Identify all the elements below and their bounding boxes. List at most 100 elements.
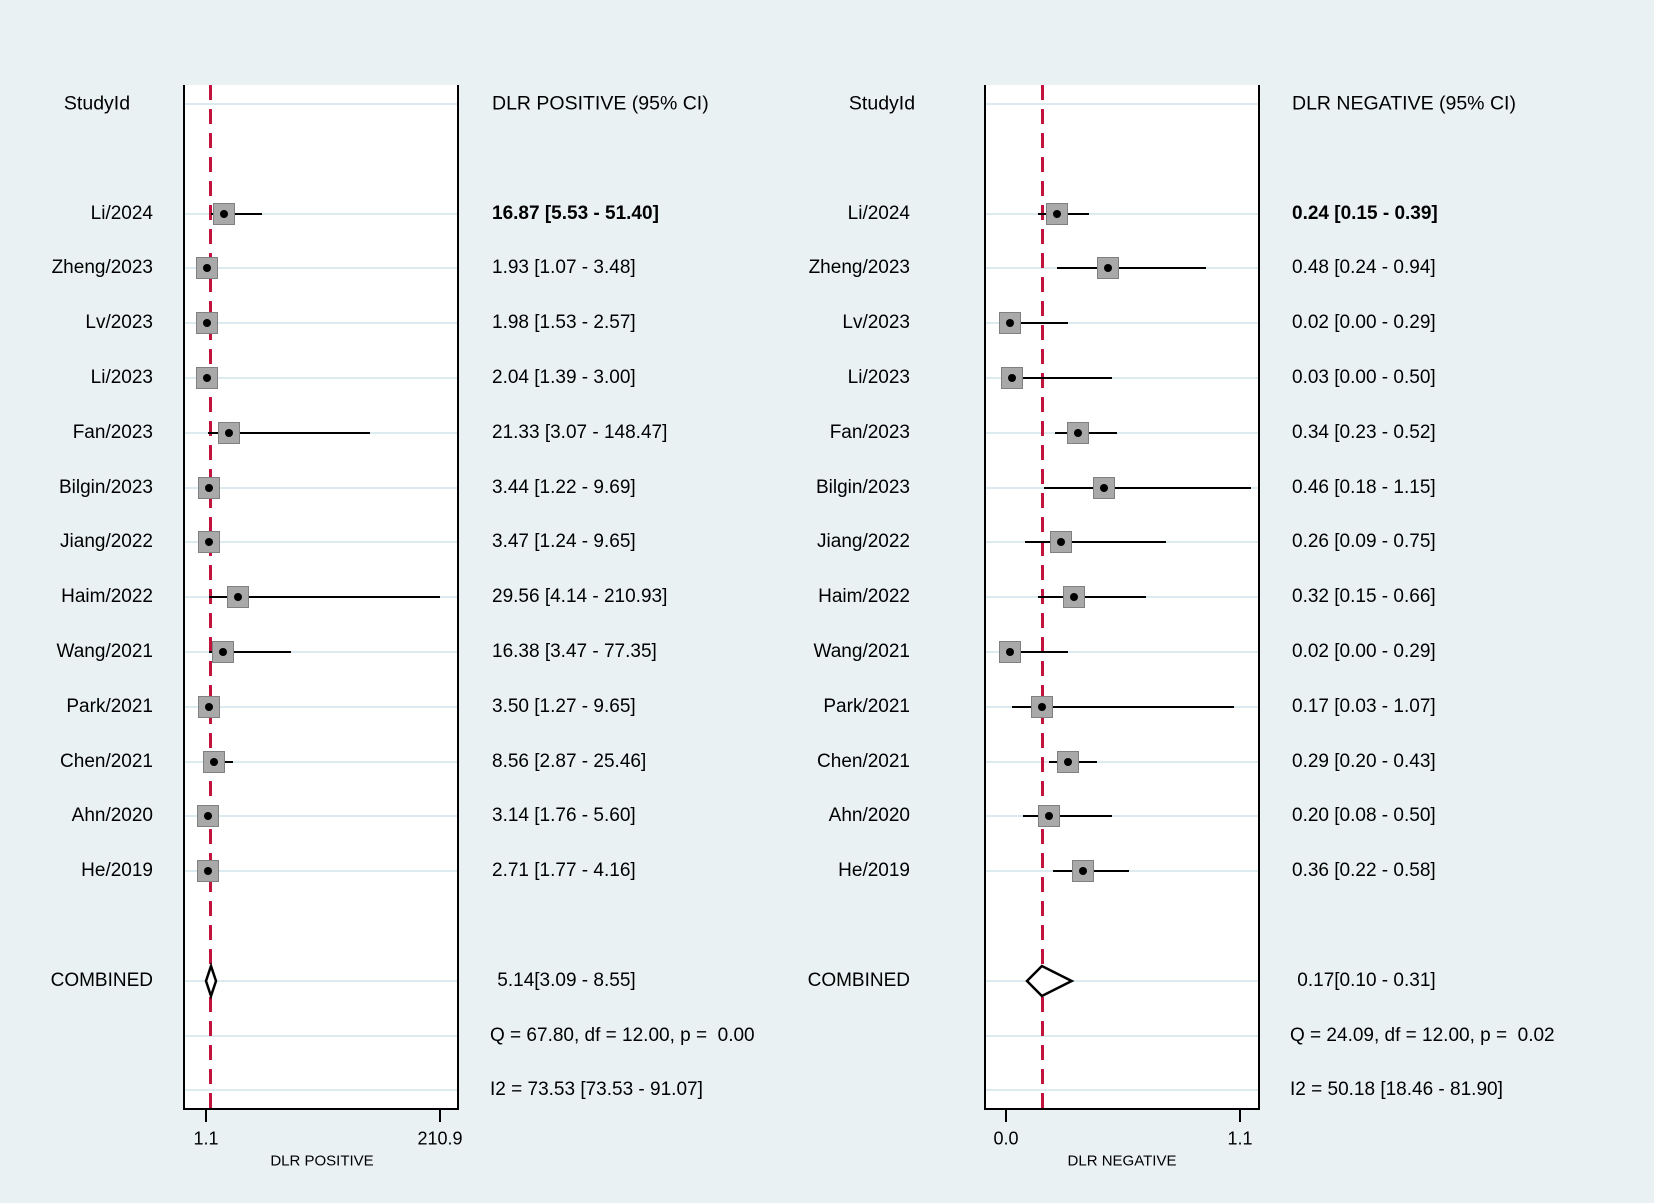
point-estimate-dot — [203, 867, 212, 876]
point-estimate-dot — [1063, 757, 1072, 766]
point-estimate-dot — [1074, 428, 1083, 437]
heterogeneity-stat: Q = 67.80, df = 12.00, p = 0.00 — [490, 1025, 755, 1046]
point-estimate-dot — [204, 483, 213, 492]
effect-value-label: 1.93 [1.07 - 3.48] — [492, 257, 636, 279]
point-estimate-dot — [204, 538, 213, 547]
combined-label: COMBINED — [50, 970, 153, 991]
row-gridline — [986, 431, 1258, 434]
plot-border-bottom — [984, 1108, 1260, 1110]
plot-area-negative — [984, 85, 1260, 1110]
effect-value-label: 3.44 [1.22 - 9.69] — [492, 476, 636, 498]
axis-title: DLR POSITIVE — [270, 1152, 374, 1170]
effect-value-label: 2.71 [1.77 - 4.16] — [492, 860, 636, 882]
point-estimate-dot — [204, 812, 213, 821]
row-gridline — [185, 486, 457, 489]
effect-value-label: 0.26 [0.09 - 0.75] — [1292, 531, 1436, 553]
effect-value-label: 0.02 [0.00 - 0.29] — [1292, 312, 1436, 334]
row-gridline — [986, 979, 1258, 982]
axis-tick-max — [1239, 1110, 1241, 1122]
study-label: Ahn/2020 — [71, 805, 153, 827]
study-label: Jiang/2022 — [60, 531, 153, 553]
point-estimate-dot — [1038, 702, 1047, 711]
effect-value-label: 16.87 [5.53 - 51.40] — [492, 202, 659, 224]
combined-value-label: 5.14[3.09 - 8.55] — [492, 970, 636, 991]
effect-value-label: 21.33 [3.07 - 148.47] — [492, 421, 668, 443]
plot-area-positive — [183, 85, 459, 1110]
point-estimate-dot — [1070, 593, 1079, 602]
row-gridline — [185, 705, 457, 708]
ci-line — [1006, 377, 1113, 379]
effect-value-label: 0.46 [0.18 - 1.15] — [1292, 476, 1436, 498]
effect-value-label: 1.98 [1.53 - 2.57] — [492, 312, 636, 334]
effect-value-label: 0.34 [0.23 - 0.52] — [1292, 421, 1436, 443]
combined-diamond — [204, 961, 217, 1000]
ci-line — [1044, 486, 1251, 489]
study-label: Lv/2023 — [85, 312, 153, 334]
ci-line — [208, 651, 292, 653]
ci-line — [208, 431, 371, 434]
study-column-header: StudyId — [848, 92, 916, 115]
study-column-header: StudyId — [63, 92, 131, 115]
heterogeneity-stat: Q = 24.09, df = 12.00, p = 0.02 — [1290, 1025, 1555, 1046]
combined-value-label: 0.17[0.10 - 0.31] — [1292, 970, 1436, 991]
point-estimate-dot — [1057, 538, 1066, 547]
study-label: Haim/2022 — [61, 586, 153, 608]
i2-stat: I2 = 50.18 [18.46 - 81.90] — [1290, 1079, 1503, 1100]
axis-tick-label-min: 1.1 — [193, 1128, 219, 1149]
ci-line — [1057, 267, 1206, 270]
axis-tick-label-min: 0.0 — [993, 1128, 1019, 1149]
axis-tick-min — [1005, 1110, 1007, 1122]
study-label: Zheng/2023 — [808, 257, 910, 279]
row-gridline — [986, 815, 1258, 818]
point-estimate-dot — [1006, 648, 1015, 656]
row-gridline — [185, 979, 457, 982]
point-estimate-dot — [1008, 374, 1017, 382]
plot-border-bottom — [183, 1108, 459, 1110]
study-label: Li/2024 — [90, 202, 153, 224]
effect-value-label: 0.03 [0.00 - 0.50] — [1292, 367, 1436, 388]
effect-value-label: 3.14 [1.76 - 5.60] — [492, 805, 636, 827]
point-estimate-dot — [1006, 319, 1015, 328]
effect-value-label: 29.56 [4.14 - 210.93] — [492, 586, 668, 608]
study-label: Wang/2021 — [56, 641, 153, 662]
point-estimate-dot — [204, 702, 213, 711]
point-estimate-dot — [1078, 867, 1087, 876]
row-gridline — [185, 267, 457, 270]
point-estimate-dot — [219, 209, 228, 218]
point-estimate-dot — [1104, 264, 1113, 273]
point-estimate-dot — [224, 428, 233, 437]
point-estimate-dot — [202, 264, 211, 273]
row-gridline — [185, 760, 457, 763]
study-label: Chen/2021 — [60, 750, 153, 772]
study-label: Li/2023 — [90, 367, 153, 388]
ci-line — [1006, 651, 1068, 653]
plot-border-left — [183, 85, 185, 1110]
point-estimate-dot — [202, 319, 211, 328]
ci-line — [210, 212, 263, 215]
point-estimate-dot — [233, 593, 242, 602]
row-gridline — [986, 212, 1258, 215]
row-gridline — [185, 870, 457, 873]
effect-value-label: 3.47 [1.24 - 9.65] — [492, 531, 636, 553]
effect-value-label: 0.36 [0.22 - 0.58] — [1292, 860, 1436, 882]
row-gridline — [986, 760, 1258, 763]
point-estimate-dot — [1044, 812, 1053, 821]
study-label: Fan/2023 — [829, 421, 910, 443]
combined-label: COMBINED — [807, 970, 910, 991]
effect-value-label: 0.48 [0.24 - 0.94] — [1292, 257, 1436, 279]
row-gridline — [986, 377, 1258, 379]
study-label: Wang/2021 — [813, 641, 910, 662]
ci-line — [1023, 815, 1113, 818]
i2-stat: I2 = 73.53 [73.53 - 91.07] — [490, 1079, 703, 1100]
study-label: Park/2021 — [823, 695, 910, 717]
study-label: He/2019 — [838, 860, 910, 882]
effect-value-label: 0.02 [0.00 - 0.29] — [1292, 641, 1436, 662]
point-estimate-dot — [203, 374, 212, 382]
effect-value-label: 3.50 [1.27 - 9.65] — [492, 695, 636, 717]
row-gridline — [185, 1034, 457, 1037]
effect-value-label: 8.56 [2.87 - 25.46] — [492, 750, 647, 772]
effect-value-label: 0.24 [0.15 - 0.39] — [1292, 202, 1438, 224]
study-label: Li/2023 — [847, 367, 910, 388]
study-label: Haim/2022 — [818, 586, 910, 608]
study-label: Li/2024 — [847, 202, 910, 224]
